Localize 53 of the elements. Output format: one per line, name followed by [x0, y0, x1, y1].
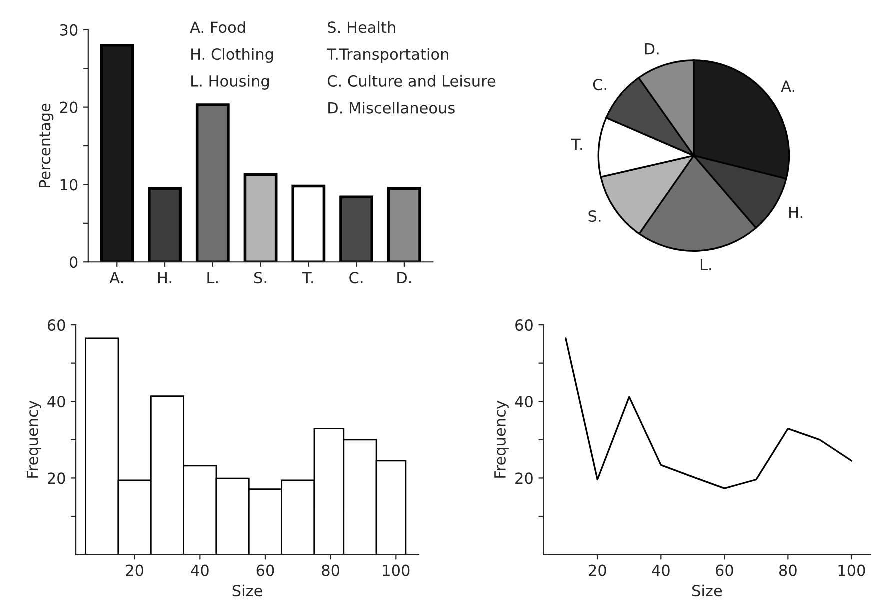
x-tick-label: T.	[302, 272, 314, 284]
annotation: L. Housing	[192, 75, 269, 90]
x-tick-label: 80	[779, 564, 797, 576]
x-tick-label: 40	[652, 564, 670, 576]
x-tick-label: 20	[126, 564, 144, 576]
x-tick-label: S.	[254, 272, 266, 284]
x-tick-label: 100	[383, 564, 410, 576]
y-tick-label: 20	[48, 472, 66, 484]
slice-label: L.	[700, 259, 712, 270]
x-tick-label: 40	[191, 564, 209, 576]
x-tick-label: 100	[838, 564, 866, 576]
bar	[196, 104, 230, 262]
x-tick-label: D.	[398, 272, 412, 284]
y-tick-label: 60	[48, 320, 66, 332]
y-tick-label: 60	[516, 320, 533, 332]
x-axis-title: Size	[692, 584, 722, 597]
y-tick-label: 40	[515, 396, 533, 408]
y-axis-title: Frequency	[26, 400, 42, 478]
x-tick-label: 80	[322, 564, 340, 576]
x-tick-label: 20	[589, 564, 606, 576]
slice-label: S.	[588, 210, 601, 222]
annotation: A. Food	[190, 21, 246, 34]
y-tick-label: 40	[48, 396, 66, 408]
y-tick-label: 10	[60, 179, 78, 191]
y-axis-title: Frequency	[494, 400, 509, 478]
x-tick-label: C.	[350, 272, 363, 284]
annotation: D. Miscellaneous	[328, 102, 455, 114]
bar	[148, 187, 182, 262]
bar	[387, 187, 422, 262]
x-axis-title: Size	[232, 584, 262, 597]
bar	[340, 196, 374, 262]
annotation: T.Transportation	[327, 48, 448, 64]
line-series	[565, 338, 853, 490]
y-axis-title: Percentage	[39, 104, 54, 188]
bar	[244, 173, 278, 262]
slice-label: A.	[781, 80, 794, 92]
slice-label: H.	[790, 206, 802, 218]
annotation: C. Culture and Leisure	[328, 75, 496, 87]
slice-label: C.	[593, 79, 606, 91]
x-tick-label: 60	[716, 564, 734, 576]
x-tick-label: 60	[256, 564, 274, 576]
y-tick-label: 0	[70, 256, 78, 268]
y-tick-label: 30	[60, 24, 78, 36]
x-tick-label: H.	[158, 272, 172, 284]
slice-label: D.	[645, 44, 659, 55]
slice-label: T.	[571, 138, 582, 150]
y-tick-label: 20	[60, 102, 78, 114]
bar	[292, 184, 326, 262]
y-tick-label: 20	[516, 472, 533, 484]
annotation: H. Clothing	[192, 48, 274, 64]
annotation: S. Health	[328, 21, 396, 34]
x-tick-label: L.	[208, 272, 218, 284]
x-tick-label: A.	[110, 272, 124, 284]
